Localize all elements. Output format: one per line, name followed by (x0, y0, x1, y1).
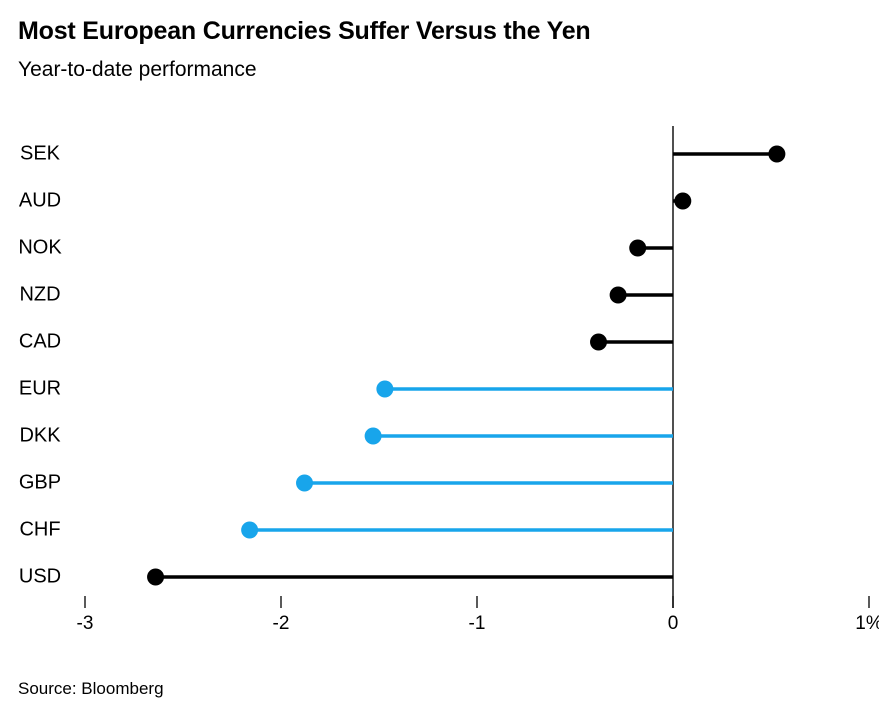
category-label-EUR: EUR (18, 377, 62, 400)
category-label-NOK: NOK (18, 236, 62, 259)
dot-NOK (629, 239, 647, 257)
category-label-DKK: DKK (19, 424, 61, 447)
category-label-CHF: CHF (19, 518, 61, 541)
dot-EUR (376, 380, 394, 398)
source-caption: Source: Bloomberg (18, 679, 164, 698)
category-label-GBP: GBP (18, 471, 62, 494)
x-tick-label--1: -1 (468, 613, 486, 634)
category-label-AUD: AUD (18, 189, 62, 212)
chart-title: Most European Currencies Suffer Versus t… (18, 17, 591, 45)
dot-GBP (296, 474, 314, 492)
x-tick-label--3: -3 (76, 613, 94, 634)
chart-subtitle: Year-to-date performance (18, 58, 257, 81)
category-label-NZD: NZD (19, 283, 61, 306)
x-tick-label--2: -2 (272, 613, 290, 634)
category-label-CAD: CAD (18, 330, 62, 353)
dot-AUD (674, 192, 692, 210)
category-label-USD: USD (18, 565, 62, 588)
dot-DKK (364, 427, 382, 445)
dot-CAD (590, 333, 608, 351)
dot-USD (147, 568, 165, 586)
dot-NZD (609, 286, 627, 304)
category-label-SEK: SEK (19, 142, 61, 165)
x-tick-label-1%: 1% (855, 613, 879, 634)
dot-SEK (768, 145, 786, 163)
dot-CHF (241, 521, 259, 539)
x-tick-label-0: 0 (667, 613, 679, 634)
